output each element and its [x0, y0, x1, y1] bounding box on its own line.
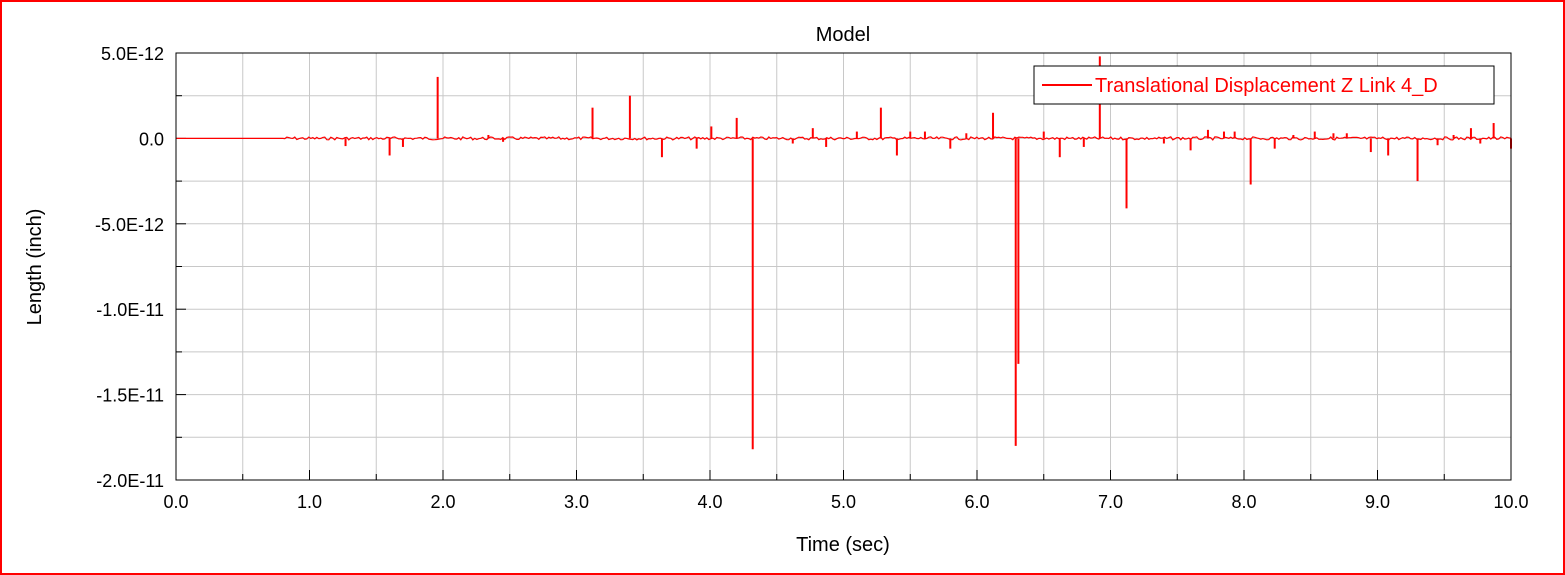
legend-box [1033, 65, 1495, 105]
y-tick-labels: 5.0E-12 0.0 -5.0E-12 -1.0E-11 -1.5E-11 -2.0E-… [95, 44, 164, 491]
x-tick-label: 7.0 [1098, 492, 1123, 512]
x-tick-label: 8.0 [1231, 492, 1256, 512]
y-tick-label: 0.0 [139, 129, 164, 149]
x-tick-label: 5.0 [831, 492, 856, 512]
grid [175, 52, 1512, 481]
y-axis-title: Length (inch) [24, 209, 46, 326]
x-axis-title: Time (sec) [796, 534, 890, 556]
y-tick-label: -2.0E-11 [96, 471, 164, 491]
y-tick-label: 5.0E-12 [101, 44, 164, 64]
legend[interactable]: Translational Displacement Z Link 4_D [1033, 65, 1495, 105]
plot-area-border [175, 52, 1512, 481]
x-tick-label: 1.0 [297, 492, 322, 512]
legend-entry-label: Translational Displacement Z Link 4_D [1095, 75, 1438, 97]
series-group [176, 56, 1512, 450]
x-tick-label: 4.0 [697, 492, 722, 512]
x-tick-label: 2.0 [430, 492, 455, 512]
chart-title: Model [816, 24, 870, 46]
x-tick-labels: 0.0 1.0 2.0 3.0 4.0 5.0 6.0 7.0 8.0 9.0 10.0 [163, 492, 1528, 512]
x-tick-label: 0.0 [163, 492, 188, 512]
x-tick-label: 9.0 [1365, 492, 1390, 512]
y-tick-label: -1.5E-11 [96, 386, 164, 406]
y-tick-label: -1.0E-11 [96, 300, 164, 320]
x-tick-label: 10.0 [1493, 492, 1528, 512]
x-tick-label: 3.0 [564, 492, 589, 512]
series-line [176, 136, 1511, 141]
x-tick-label: 6.0 [964, 492, 989, 512]
y-tick-label: -5.0E-12 [95, 215, 164, 235]
